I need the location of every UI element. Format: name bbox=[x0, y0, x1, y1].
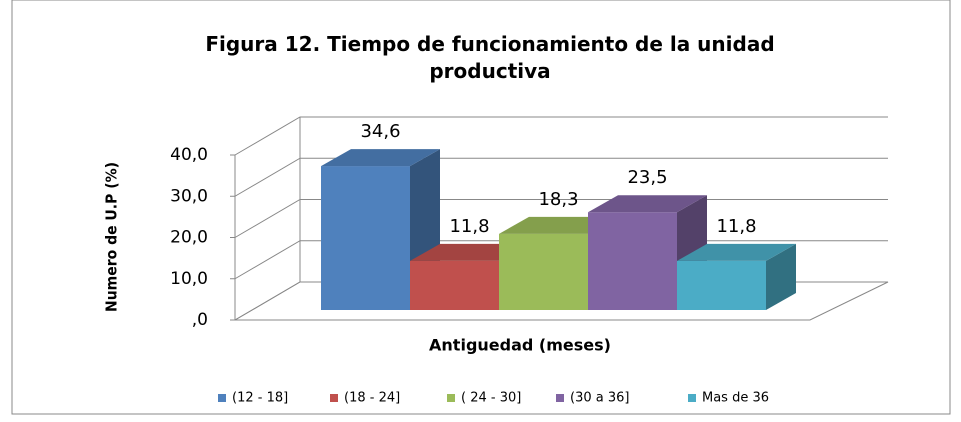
legend-label: ( 24 - 30] bbox=[461, 391, 521, 406]
bar-side bbox=[766, 243, 796, 310]
bar-front bbox=[499, 233, 588, 310]
y-tick-label: 30,0 bbox=[170, 186, 208, 206]
data-label: 18,3 bbox=[538, 189, 578, 210]
legend-label: (18 - 24] bbox=[344, 391, 400, 406]
y-tick-label: 10,0 bbox=[170, 269, 208, 289]
bar-top bbox=[588, 195, 707, 213]
legend-swatch bbox=[330, 394, 338, 402]
bar-top bbox=[677, 243, 796, 261]
legend-swatch bbox=[688, 394, 696, 402]
y-tick-label: ,0 bbox=[192, 310, 208, 330]
chart-title: Figura 12. Tiempo de funcionamiento de l… bbox=[205, 32, 774, 83]
legend-label: (12 - 18] bbox=[232, 391, 288, 406]
y-tick-label: 20,0 bbox=[170, 228, 208, 248]
bar-front bbox=[321, 166, 410, 310]
data-label: 11,8 bbox=[449, 216, 489, 237]
data-label: 11,8 bbox=[716, 216, 756, 237]
bar-top bbox=[321, 149, 440, 167]
bar-front bbox=[588, 212, 677, 310]
y-axis-label: Numero de U.P (%) bbox=[103, 162, 121, 312]
data-label: 34,6 bbox=[360, 121, 400, 142]
legend-label: (30 a 36] bbox=[570, 391, 629, 406]
legend-swatch bbox=[556, 394, 564, 402]
bar-front bbox=[410, 260, 499, 310]
data-label: 23,5 bbox=[627, 167, 667, 188]
bar-front bbox=[677, 260, 766, 310]
legend-label: Mas de 36 bbox=[702, 391, 769, 406]
legend-swatch bbox=[218, 394, 226, 402]
y-tick-label: 40,0 bbox=[170, 145, 208, 165]
chart-frame bbox=[11, 0, 951, 415]
x-axis-label: Antiguedad (meses) bbox=[429, 336, 611, 355]
legend-swatch bbox=[447, 394, 455, 402]
